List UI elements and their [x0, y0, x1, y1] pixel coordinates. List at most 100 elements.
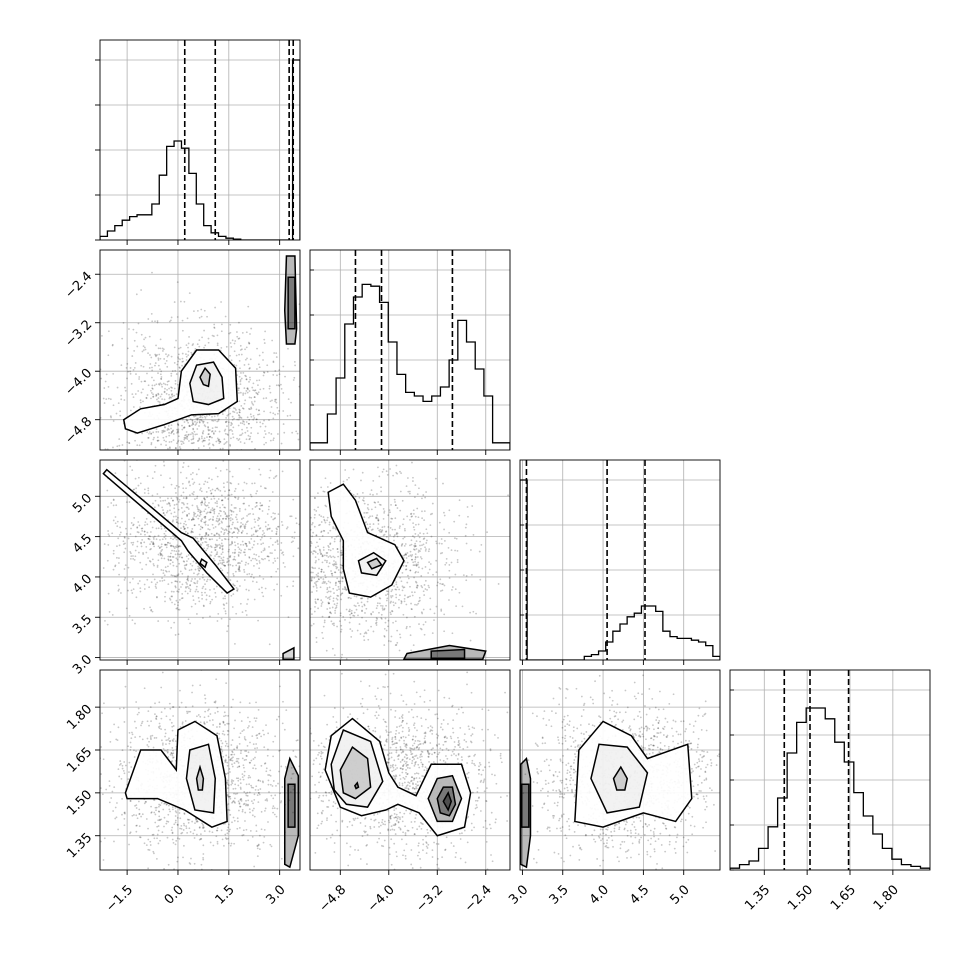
scatter-point — [275, 356, 278, 358]
scatter-point — [341, 576, 344, 579]
scatter-point — [191, 578, 193, 580]
scatter-point — [253, 717, 256, 720]
scatter-point — [380, 617, 383, 620]
scatter-point — [211, 523, 214, 526]
scatter-point — [180, 827, 183, 830]
scatter-point — [301, 551, 303, 553]
scatter-point — [404, 594, 406, 597]
scatter-point — [169, 504, 172, 507]
scatter-point — [216, 515, 219, 518]
scatter-point — [62, 811, 64, 813]
scatter-point — [161, 506, 164, 509]
scatter-point — [281, 524, 284, 527]
scatter-point — [233, 797, 236, 800]
scatter-point — [164, 735, 166, 738]
scatter-point — [274, 370, 277, 372]
scatter-point — [213, 534, 216, 537]
scatter-point — [390, 517, 393, 520]
scatter-point — [255, 408, 258, 411]
scatter-point — [456, 549, 459, 552]
scatter-point — [413, 544, 416, 547]
scatter-point — [193, 572, 195, 575]
scatter-point — [303, 539, 305, 541]
scatter-point — [197, 517, 200, 520]
scatter-point — [203, 578, 206, 581]
scatter-point — [332, 527, 335, 530]
scatter-point — [125, 533, 128, 535]
scatter-point — [185, 355, 188, 358]
scatter-point — [204, 508, 207, 511]
scatter-point — [166, 429, 169, 431]
scatter-point — [181, 478, 183, 480]
scatter-point — [190, 473, 192, 476]
scatter-point — [293, 593, 295, 595]
scatter-point — [171, 431, 173, 434]
scatter-point — [151, 388, 154, 390]
scatter-point — [243, 420, 245, 423]
scatter-point — [123, 761, 126, 763]
scatter-point — [295, 739, 298, 742]
scatter-point — [129, 831, 132, 834]
scatter-point — [297, 547, 300, 550]
scatter-point — [184, 590, 187, 593]
panel-frame — [519, 459, 721, 661]
scatter-point — [315, 602, 317, 605]
scatter-point — [121, 444, 124, 446]
scatter-point — [404, 529, 406, 532]
scatter-point — [224, 564, 226, 567]
scatter-point — [310, 571, 313, 574]
scatter-point — [213, 588, 216, 590]
scatter-point — [156, 564, 159, 567]
scatter-point — [336, 594, 339, 597]
scatter-point — [422, 494, 425, 496]
scatter-point — [328, 602, 331, 605]
scatter-point — [315, 580, 318, 583]
scatter-point — [331, 623, 334, 625]
scatter-point — [128, 771, 130, 773]
scatter-point — [206, 511, 209, 514]
scatter-point — [207, 429, 210, 432]
scatter-point — [62, 588, 64, 590]
scatter-point — [174, 553, 177, 556]
scatter-point — [280, 800, 283, 802]
scatter-point — [399, 576, 402, 579]
scatter-point — [152, 502, 154, 505]
scatter-point — [171, 595, 174, 598]
scatter-point — [220, 557, 223, 560]
scatter-point — [201, 501, 203, 504]
scatter-point — [216, 545, 218, 548]
scatter-point — [151, 271, 153, 274]
scatter-point — [398, 594, 401, 597]
scatter-point — [363, 639, 366, 642]
scatter-point — [405, 565, 407, 567]
scatter-point — [409, 595, 411, 598]
scatter-point — [178, 485, 180, 488]
scatter-point — [423, 510, 426, 513]
scatter-point — [389, 601, 392, 604]
scatter-point — [183, 844, 185, 847]
scatter-point — [164, 537, 167, 540]
scatter-point — [222, 597, 225, 600]
scatter-point — [197, 439, 200, 442]
scatter-point — [422, 590, 425, 593]
scatter-point — [258, 732, 261, 735]
scatter-point — [237, 553, 240, 556]
scatter-point — [192, 433, 195, 435]
scatter-point — [194, 420, 196, 423]
scatter-point — [414, 571, 417, 574]
scatter-point — [150, 805, 152, 808]
scatter-point — [418, 623, 420, 625]
scatter-point — [192, 435, 195, 438]
scatter-point — [140, 545, 143, 548]
scatter-point — [331, 572, 334, 575]
scatter-point — [237, 542, 239, 545]
scatter-point — [414, 555, 417, 558]
scatter-point — [220, 323, 223, 326]
scatter-point — [360, 479, 362, 482]
scatter-point — [221, 499, 223, 502]
scatter-point — [149, 472, 151, 474]
scatter-point — [128, 615, 131, 617]
scatter-point — [163, 464, 166, 467]
scatter-point — [169, 598, 172, 601]
scatter-point — [210, 478, 213, 481]
